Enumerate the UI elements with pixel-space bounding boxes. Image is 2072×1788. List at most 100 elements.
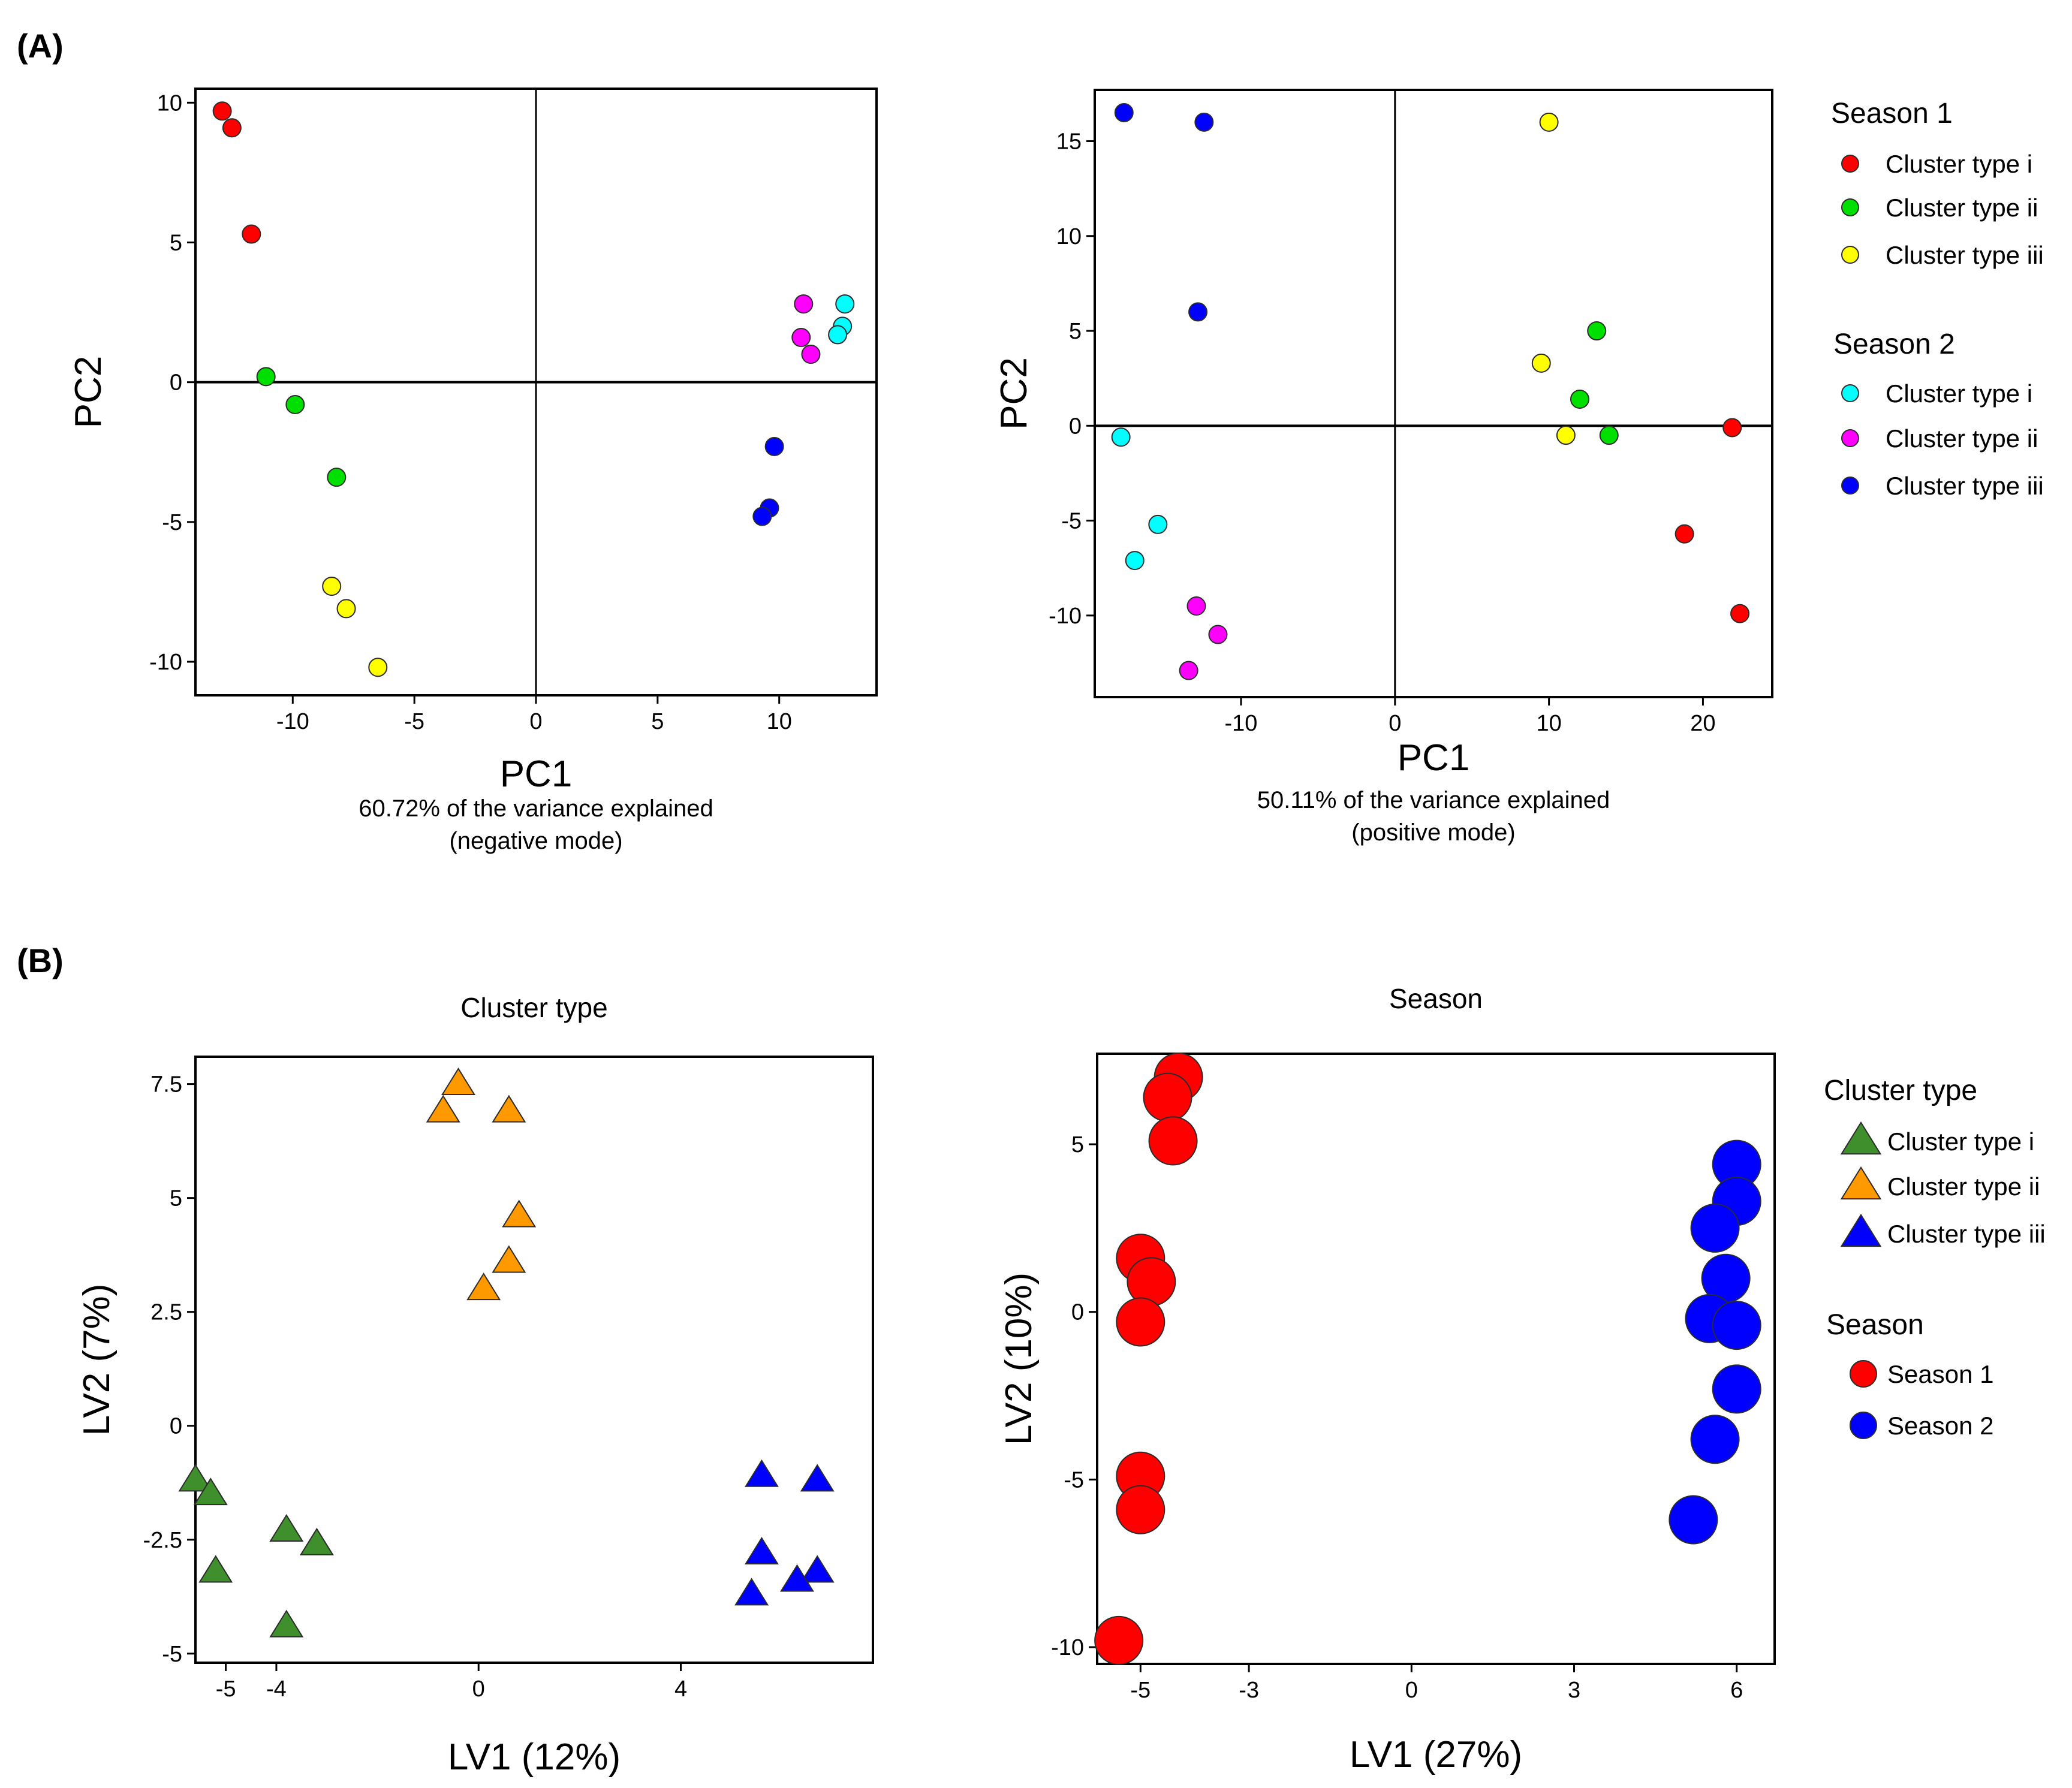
pca-negative-mode-chart: -10 -5 0 5 10 -10 -5 0 5 10 PC1 PC2 60.72% of the va… [68,88,878,854]
y-tick-label: -10 [1049,604,1082,629]
y-tick-label: 5 [170,1186,182,1211]
data-point-triangle [193,1478,228,1506]
data-point [1712,1301,1761,1350]
x-axis-title: PC1 [1398,737,1470,779]
x-tick-label: -10 [1225,711,1258,736]
data-point [1570,389,1589,409]
x-tick-label: 6 [1730,1678,1743,1703]
legend-label: Cluster type ii [1886,194,2038,222]
x-tick-label: 3 [1568,1678,1580,1703]
data-point [764,436,784,456]
data-point [1556,426,1576,445]
data-point [1116,1485,1166,1534]
x-tick-label: -3 [1239,1678,1259,1703]
y-tick-label: 10 [1056,224,1082,249]
legend-label: Season 2 [1887,1412,1993,1440]
y-tick-label: 5 [1069,319,1082,344]
x-tick-label: 0 [529,709,542,734]
data-point-triangle [745,1537,779,1564]
chart-title: Season [1389,983,1483,1014]
legend-label: Season 1 [1887,1360,1993,1388]
data-point [1531,353,1551,373]
x-tick-label: -10 [276,709,309,734]
data-point-triangle [441,1068,475,1095]
data-point [1125,551,1145,571]
legend-heading: Season 2 [1833,328,1955,360]
x-axis-title: LV1 (27%) [1350,1734,1522,1775]
data-point [1194,112,1214,132]
data-point [1669,1495,1718,1545]
legend-marker [1841,384,1859,402]
panel-label-a: (A) [17,27,64,65]
y-tick-label: 0 [170,1414,182,1439]
legend-marker-triangle [1840,1121,1882,1155]
data-point-triangle [269,1609,304,1638]
data-point [1690,1415,1740,1464]
legend-season-clusters: Season 1 Cluster type i Cluster type ii Clu… [1831,98,2044,500]
x-tick-label: 0 [1405,1678,1418,1703]
y-tick-label: -5 [162,1642,182,1667]
mode-caption: (positive mode) [1351,819,1515,846]
data-point [1599,426,1619,445]
x-tick-label: 0 [472,1677,485,1702]
legend-label: Cluster type iii [1886,241,2044,269]
y-tick-label: 10 [157,91,182,116]
pca-positive-mode-chart: -10 0 10 20 -10 -5 0 5 10 15 PC1 PC2 50.11% of the v… [993,89,1773,846]
y-tick-label: 15 [1056,129,1082,154]
plot-frame [1094,89,1773,698]
data-point [1094,1615,1144,1665]
data-point [1587,321,1607,341]
data-point-triangle [492,1094,526,1123]
x-axis-title: LV1 (12%) [448,1736,621,1778]
data-point [1712,1364,1761,1414]
y-tick-label: -5 [162,510,182,535]
legend-label: Cluster type iii [1887,1220,2046,1248]
legend-marker [1850,1360,1877,1388]
x-axis-title: PC1 [500,753,573,795]
legend-label: Cluster type ii [1886,424,2038,453]
data-point [285,394,305,414]
data-point [1208,625,1228,644]
legend-label: Cluster type i [1886,150,2032,178]
legend-heading: Season [1826,1309,1924,1341]
data-point-triangle [780,1564,814,1592]
y-axis-title: PC2 [993,357,1035,430]
y-tick-label: -2.5 [143,1528,182,1553]
y-tick-label: -10 [1051,1635,1084,1660]
data-point [212,101,232,121]
data-point-triangle [299,1527,334,1555]
x-tick-label: -5 [216,1677,236,1702]
data-point-triangle [198,1555,233,1583]
x-tick-label: -5 [1130,1678,1151,1703]
x-tick-label: 4 [674,1677,687,1702]
legend-marker [1841,429,1859,447]
chart-title: Cluster type [460,992,607,1023]
data-point-triangle [269,1513,304,1542]
y-axis-title: LV2 (10%) [998,1273,1040,1445]
y-tick-label: 0 [170,370,182,396]
data-point [222,118,242,138]
data-point [1188,302,1208,322]
x-tick-label: 20 [1690,711,1715,736]
data-point [368,658,388,677]
variance-caption: 60.72% of the variance explained [359,795,713,822]
data-point [1148,514,1168,534]
panel-label-b: (B) [17,942,64,979]
legend-heading: Season 1 [1831,98,1953,129]
x-tick-label: 0 [1389,711,1401,736]
data-point [1111,427,1131,447]
y-tick-label: -5 [1064,1467,1084,1492]
legend-marker-triangle [1840,1213,1882,1247]
data-point [336,599,356,619]
data-point-triangle [178,1464,213,1492]
data-point [1148,1116,1198,1166]
data-point [322,577,342,596]
y-axis-title: PC2 [68,356,109,429]
data-point-triangle [492,1245,526,1273]
legend-heading: Cluster type [1824,1075,1977,1106]
plsda-season-chart: -5 -3 0 3 6 -10 -5 0 5 LV1 (27%) LV2 (10%) Season [998,983,1776,1775]
variance-caption: 50.11% of the variance explained [1257,787,1610,813]
data-point [791,328,811,348]
y-tick-label: -10 [149,650,182,675]
data-point [752,506,772,526]
